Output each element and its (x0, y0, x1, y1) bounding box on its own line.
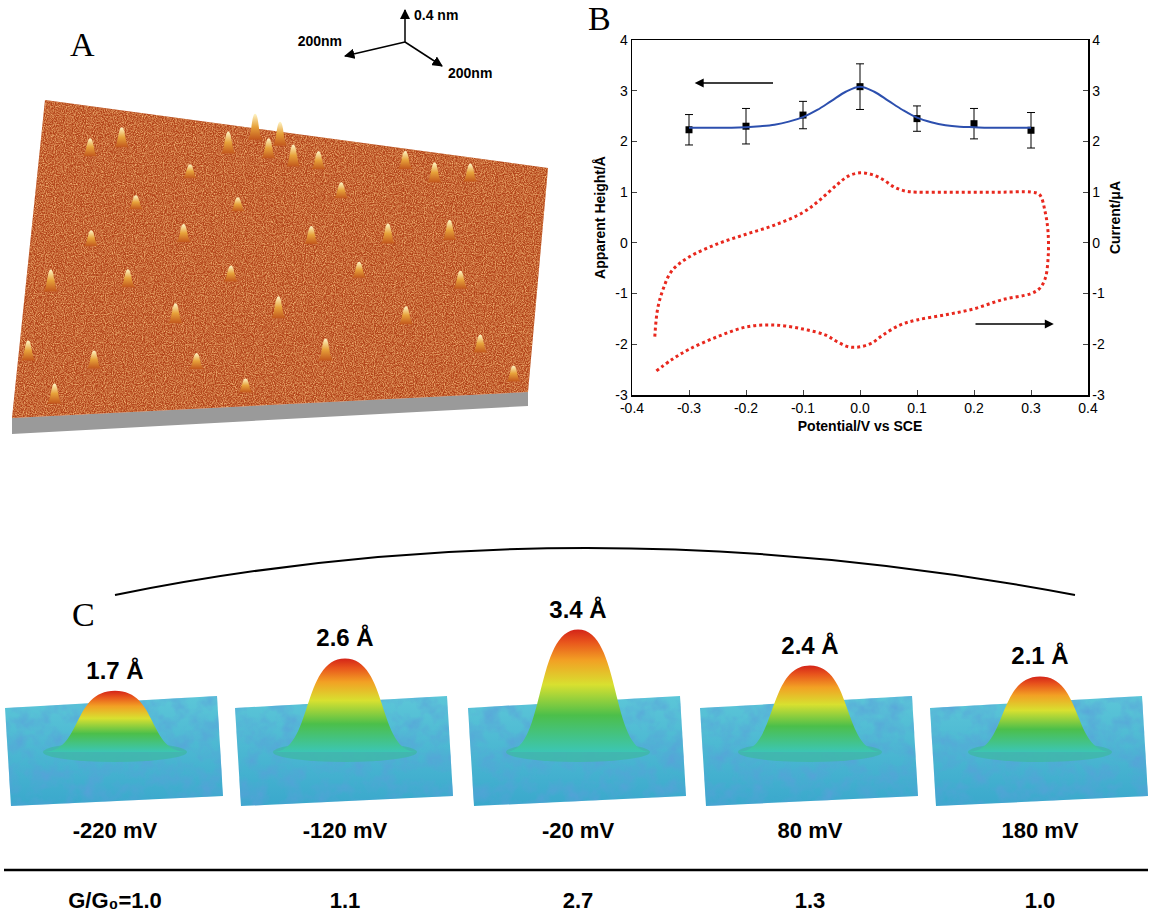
svg-text:-20 mV: -20 mV (542, 818, 614, 843)
svg-text:Potential/V vs SCE: Potential/V vs SCE (798, 418, 922, 434)
svg-text:1.3: 1.3 (795, 888, 826, 913)
svg-text:2.1 Å: 2.1 Å (1011, 642, 1068, 669)
svg-text:Current/μA: Current/μA (1107, 181, 1123, 254)
svg-text:-0.3: -0.3 (677, 400, 701, 416)
svg-text:2.4 Å: 2.4 Å (781, 632, 838, 659)
svg-text:0.3: 0.3 (1021, 400, 1041, 416)
svg-text:3.4 Å: 3.4 Å (549, 596, 606, 623)
svg-text:-1: -1 (615, 285, 628, 301)
html-text:B: B (588, 0, 611, 37)
svg-text:0.4: 0.4 (1078, 400, 1098, 416)
svg-text:1.7 Å: 1.7 Å (86, 657, 143, 684)
svg-text:2: 2 (1092, 133, 1100, 149)
svg-text:0: 0 (620, 235, 628, 251)
svg-text:-2: -2 (1092, 336, 1105, 352)
svg-text:0: 0 (1092, 235, 1100, 251)
svg-text:-0.2: -0.2 (734, 400, 758, 416)
svg-text:0.4 nm: 0.4 nm (414, 7, 458, 23)
svg-text:-0.4: -0.4 (620, 400, 644, 416)
svg-text:A: A (70, 26, 95, 63)
svg-text:4: 4 (620, 32, 628, 48)
svg-text:-0.1: -0.1 (791, 400, 815, 416)
svg-text:0.2: 0.2 (964, 400, 984, 416)
svg-text:-2: -2 (615, 336, 628, 352)
svg-text:80 mV: 80 mV (778, 818, 843, 843)
svg-text:1: 1 (1092, 184, 1100, 200)
svg-text:2: 2 (620, 133, 628, 149)
svg-text:Apparent Height/Å: Apparent Height/Å (592, 156, 608, 279)
svg-text:180 mV: 180 mV (1001, 818, 1078, 843)
svg-text:2.7: 2.7 (563, 888, 594, 913)
svg-text:-1: -1 (1092, 285, 1105, 301)
svg-text:-120 mV: -120 mV (303, 818, 388, 843)
svg-text:0.1: 0.1 (907, 400, 927, 416)
svg-text:4: 4 (1092, 32, 1100, 48)
svg-text:3: 3 (1092, 83, 1100, 99)
svg-text:-3: -3 (1092, 387, 1105, 403)
svg-text:1.0: 1.0 (1025, 888, 1056, 913)
svg-text:0.0: 0.0 (850, 400, 870, 416)
svg-text:1: 1 (620, 184, 628, 200)
svg-text:-3: -3 (615, 387, 628, 403)
svg-text:C: C (72, 596, 95, 633)
svg-text:-220 mV: -220 mV (73, 818, 158, 843)
svg-text:2.6 Å: 2.6 Å (316, 624, 373, 651)
svg-text:1.1: 1.1 (330, 888, 361, 913)
svg-text:3: 3 (620, 83, 628, 99)
svg-text:200nm: 200nm (298, 33, 342, 49)
svg-text:200nm: 200nm (448, 65, 492, 81)
svg-text:G/G₀=1.0: G/G₀=1.0 (68, 888, 162, 913)
